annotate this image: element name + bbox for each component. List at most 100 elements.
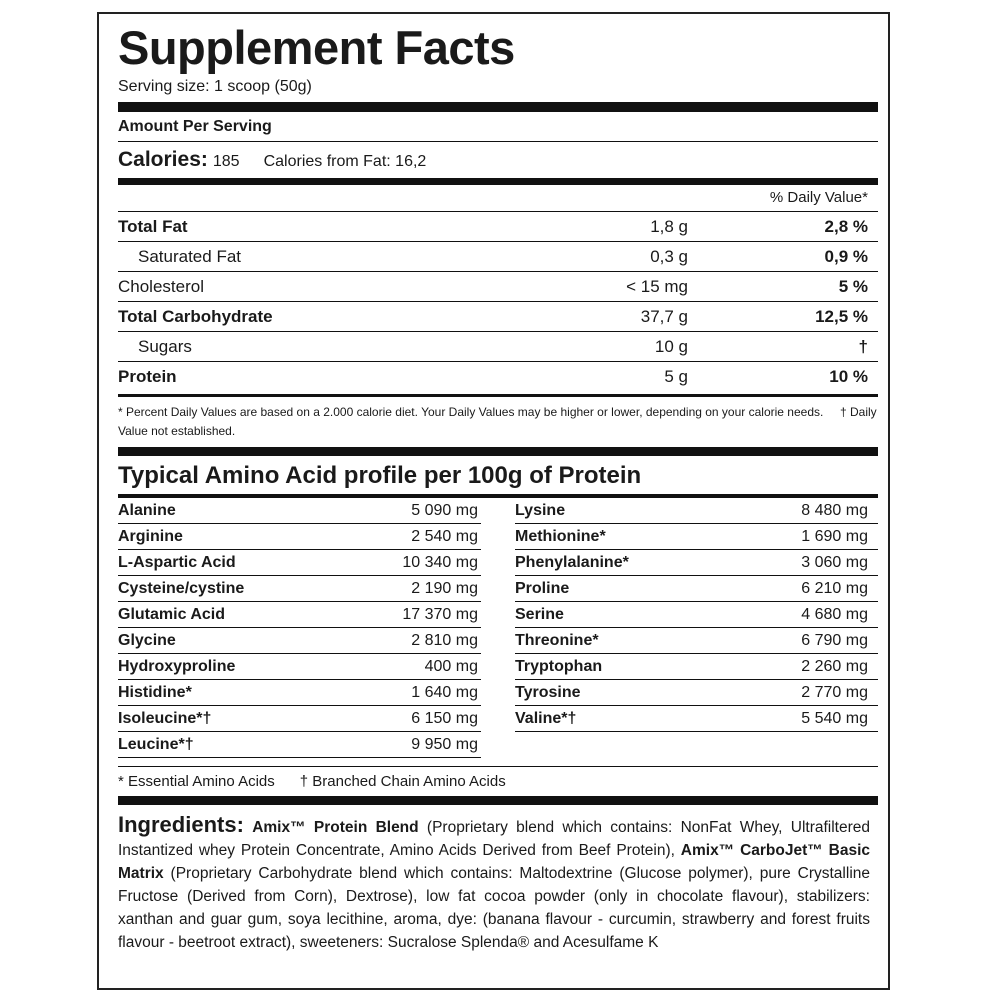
calories-value: 185 [212, 153, 240, 170]
amino-name: Proline [515, 579, 570, 597]
amino-row: Threonine* 6 790 mg [515, 628, 878, 654]
nutrient-amount: 0,3 g [650, 246, 688, 266]
amino-name: Threonine* [515, 631, 599, 649]
bcaa-note: † Branched Chain Amino Acids [299, 773, 506, 790]
amino-name: Serine [515, 605, 564, 623]
nutrient-amount: 1,8 g [650, 216, 688, 236]
amino-value: 2 540 mg [411, 527, 478, 545]
nutrient-name: Sugars [138, 336, 192, 356]
amino-name: Arginine [118, 527, 183, 545]
daily-value-footnote: * Percent Daily Values are based on a 2.… [118, 394, 878, 445]
essential-note: * Essential Amino Acids [118, 773, 275, 790]
amino-row: Phenylalanine* 3 060 mg [515, 550, 878, 576]
amino-name: Tryptophan [515, 657, 603, 675]
amino-title: Typical Amino Acid profile per 100g of P… [118, 462, 642, 489]
amino-row: Isoleucine*† 6 150 mg [118, 706, 481, 732]
nutrient-row: Protein 5 g 10 % [118, 361, 878, 391]
nutrient-row: Sugars 10 g † [118, 331, 878, 361]
calories-label: Calories: [118, 148, 208, 171]
amino-value: 2 190 mg [411, 579, 478, 597]
divider [118, 796, 878, 805]
amino-row: Arginine 2 540 mg [118, 524, 481, 550]
divider [118, 178, 878, 185]
amino-value: 9 950 mg [411, 735, 478, 753]
nutrient-name: Total Fat [118, 216, 188, 236]
amount-per-serving: Amount Per Serving [118, 118, 272, 135]
amino-name: Tyrosine [515, 683, 581, 701]
amino-row: Alanine 5 090 mg [118, 498, 481, 524]
amino-row: Histidine* 1 640 mg [118, 680, 481, 706]
amino-row: Cysteine/cystine 2 190 mg [118, 576, 481, 602]
amino-value: 400 mg [424, 657, 478, 675]
amino-name: Alanine [118, 501, 176, 519]
nutrient-amount: 10 g [654, 336, 688, 356]
protein-blend-text: (Proprietary blend which contains: NonFa… [118, 819, 871, 859]
amino-name: Methionine* [515, 527, 606, 545]
amino-value: 1 640 mg [411, 683, 478, 701]
amino-value: 6 210 mg [801, 579, 868, 597]
nutrient-dv: 0,9 % [824, 246, 868, 266]
nutrient-row: Total Carbohydrate 37,7 g 12,5 % [118, 301, 878, 331]
amino-value: 5 540 mg [801, 709, 868, 727]
divider [118, 494, 878, 498]
serving-size: Serving size: 1 scoop (50g) [118, 78, 312, 95]
calories-row: Calories: 185 Calories from Fat: 16,2 [118, 142, 878, 178]
amino-value: 4 680 mg [801, 605, 868, 623]
divider [118, 447, 878, 456]
divider [118, 141, 878, 142]
label-title: Supplement Facts [118, 21, 515, 74]
amino-name: Isoleucine*† [118, 709, 212, 727]
amino-value: 17 370 mg [402, 605, 478, 623]
nutrient-dv: 12,5 % [815, 306, 868, 326]
amino-value: 6 790 mg [801, 631, 868, 649]
amino-row: Hydroxyproline 400 mg [118, 654, 481, 680]
nutrient-dv: † [858, 336, 868, 356]
divider [118, 102, 878, 112]
nutrient-amount: 5 g [664, 366, 688, 386]
amino-name: Hydroxyproline [118, 657, 236, 675]
amino-row: Leucine*† 9 950 mg [118, 732, 481, 758]
amino-column-left: Alanine 5 090 mg Arginine 2 540 mg L-Asparti… [118, 498, 481, 758]
amino-name: Leucine*† [118, 735, 194, 753]
supplement-facts-label: Supplement Facts Serving size: 1 scoop (… [97, 12, 890, 990]
footnote-percent: * Percent Daily Values are based on a 2.… [118, 405, 824, 419]
amino-value: 2 770 mg [801, 683, 868, 701]
amino-row: Valine*† 5 540 mg [515, 706, 878, 732]
amino-value: 3 060 mg [801, 553, 868, 571]
nutrient-name: Protein [118, 366, 177, 386]
ingredients-label: Ingredients: [118, 812, 244, 837]
amino-value: 2 810 mg [411, 631, 478, 649]
amino-value: 8 480 mg [801, 501, 868, 519]
amino-row: Methionine* 1 690 mg [515, 524, 878, 550]
nutrient-name: Total Carbohydrate [118, 306, 273, 326]
amino-column-right: Lysine 8 480 mg Methionine* 1 690 mg Phenyla… [515, 498, 878, 758]
amino-name: Glycine [118, 631, 176, 649]
nutrient-name: Saturated Fat [138, 246, 242, 266]
amino-name: L-Aspartic Acid [118, 553, 236, 571]
amino-row: L-Aspartic Acid 10 340 mg [118, 550, 481, 576]
amino-row: Lysine 8 480 mg [515, 498, 878, 524]
nutrient-amount: < 15 mg [626, 276, 688, 296]
calories-from-fat: Calories from Fat: 16,2 [263, 153, 427, 170]
amino-name: Lysine [515, 501, 566, 519]
amino-name: Glutamic Acid [118, 605, 225, 623]
amino-row: Proline 6 210 mg [515, 576, 878, 602]
nutrient-amount: 37,7 g [640, 306, 688, 326]
amino-value: 5 090 mg [411, 501, 478, 519]
nutrient-dv: 2,8 % [824, 216, 868, 236]
amino-footnote: * Essential Amino Acids † Branched Chain… [118, 766, 878, 796]
amino-value: 2 260 mg [801, 657, 868, 675]
amino-name: Valine*† [515, 709, 577, 727]
nutrient-name: Cholesterol [118, 276, 204, 296]
amino-name: Histidine* [118, 683, 192, 701]
carbo-matrix: Amix™ CarboJet™ Basic Matrix [118, 842, 871, 882]
amino-value: 10 340 mg [402, 553, 478, 571]
amino-row: Glutamic Acid 17 370 mg [118, 602, 481, 628]
nutrient-row: Total Fat 1,8 g 2,8 % [118, 211, 878, 241]
amino-name: Phenylalanine* [515, 553, 629, 571]
amino-name: Cysteine/cystine [118, 579, 245, 597]
amino-value: 1 690 mg [801, 527, 868, 545]
amino-row: Tyrosine 2 770 mg [515, 680, 878, 706]
footnote-dagger: † Daily Value not established. [118, 405, 877, 438]
ingredients: Ingredients: Amix™ Protein Blend (Propri… [118, 805, 878, 954]
